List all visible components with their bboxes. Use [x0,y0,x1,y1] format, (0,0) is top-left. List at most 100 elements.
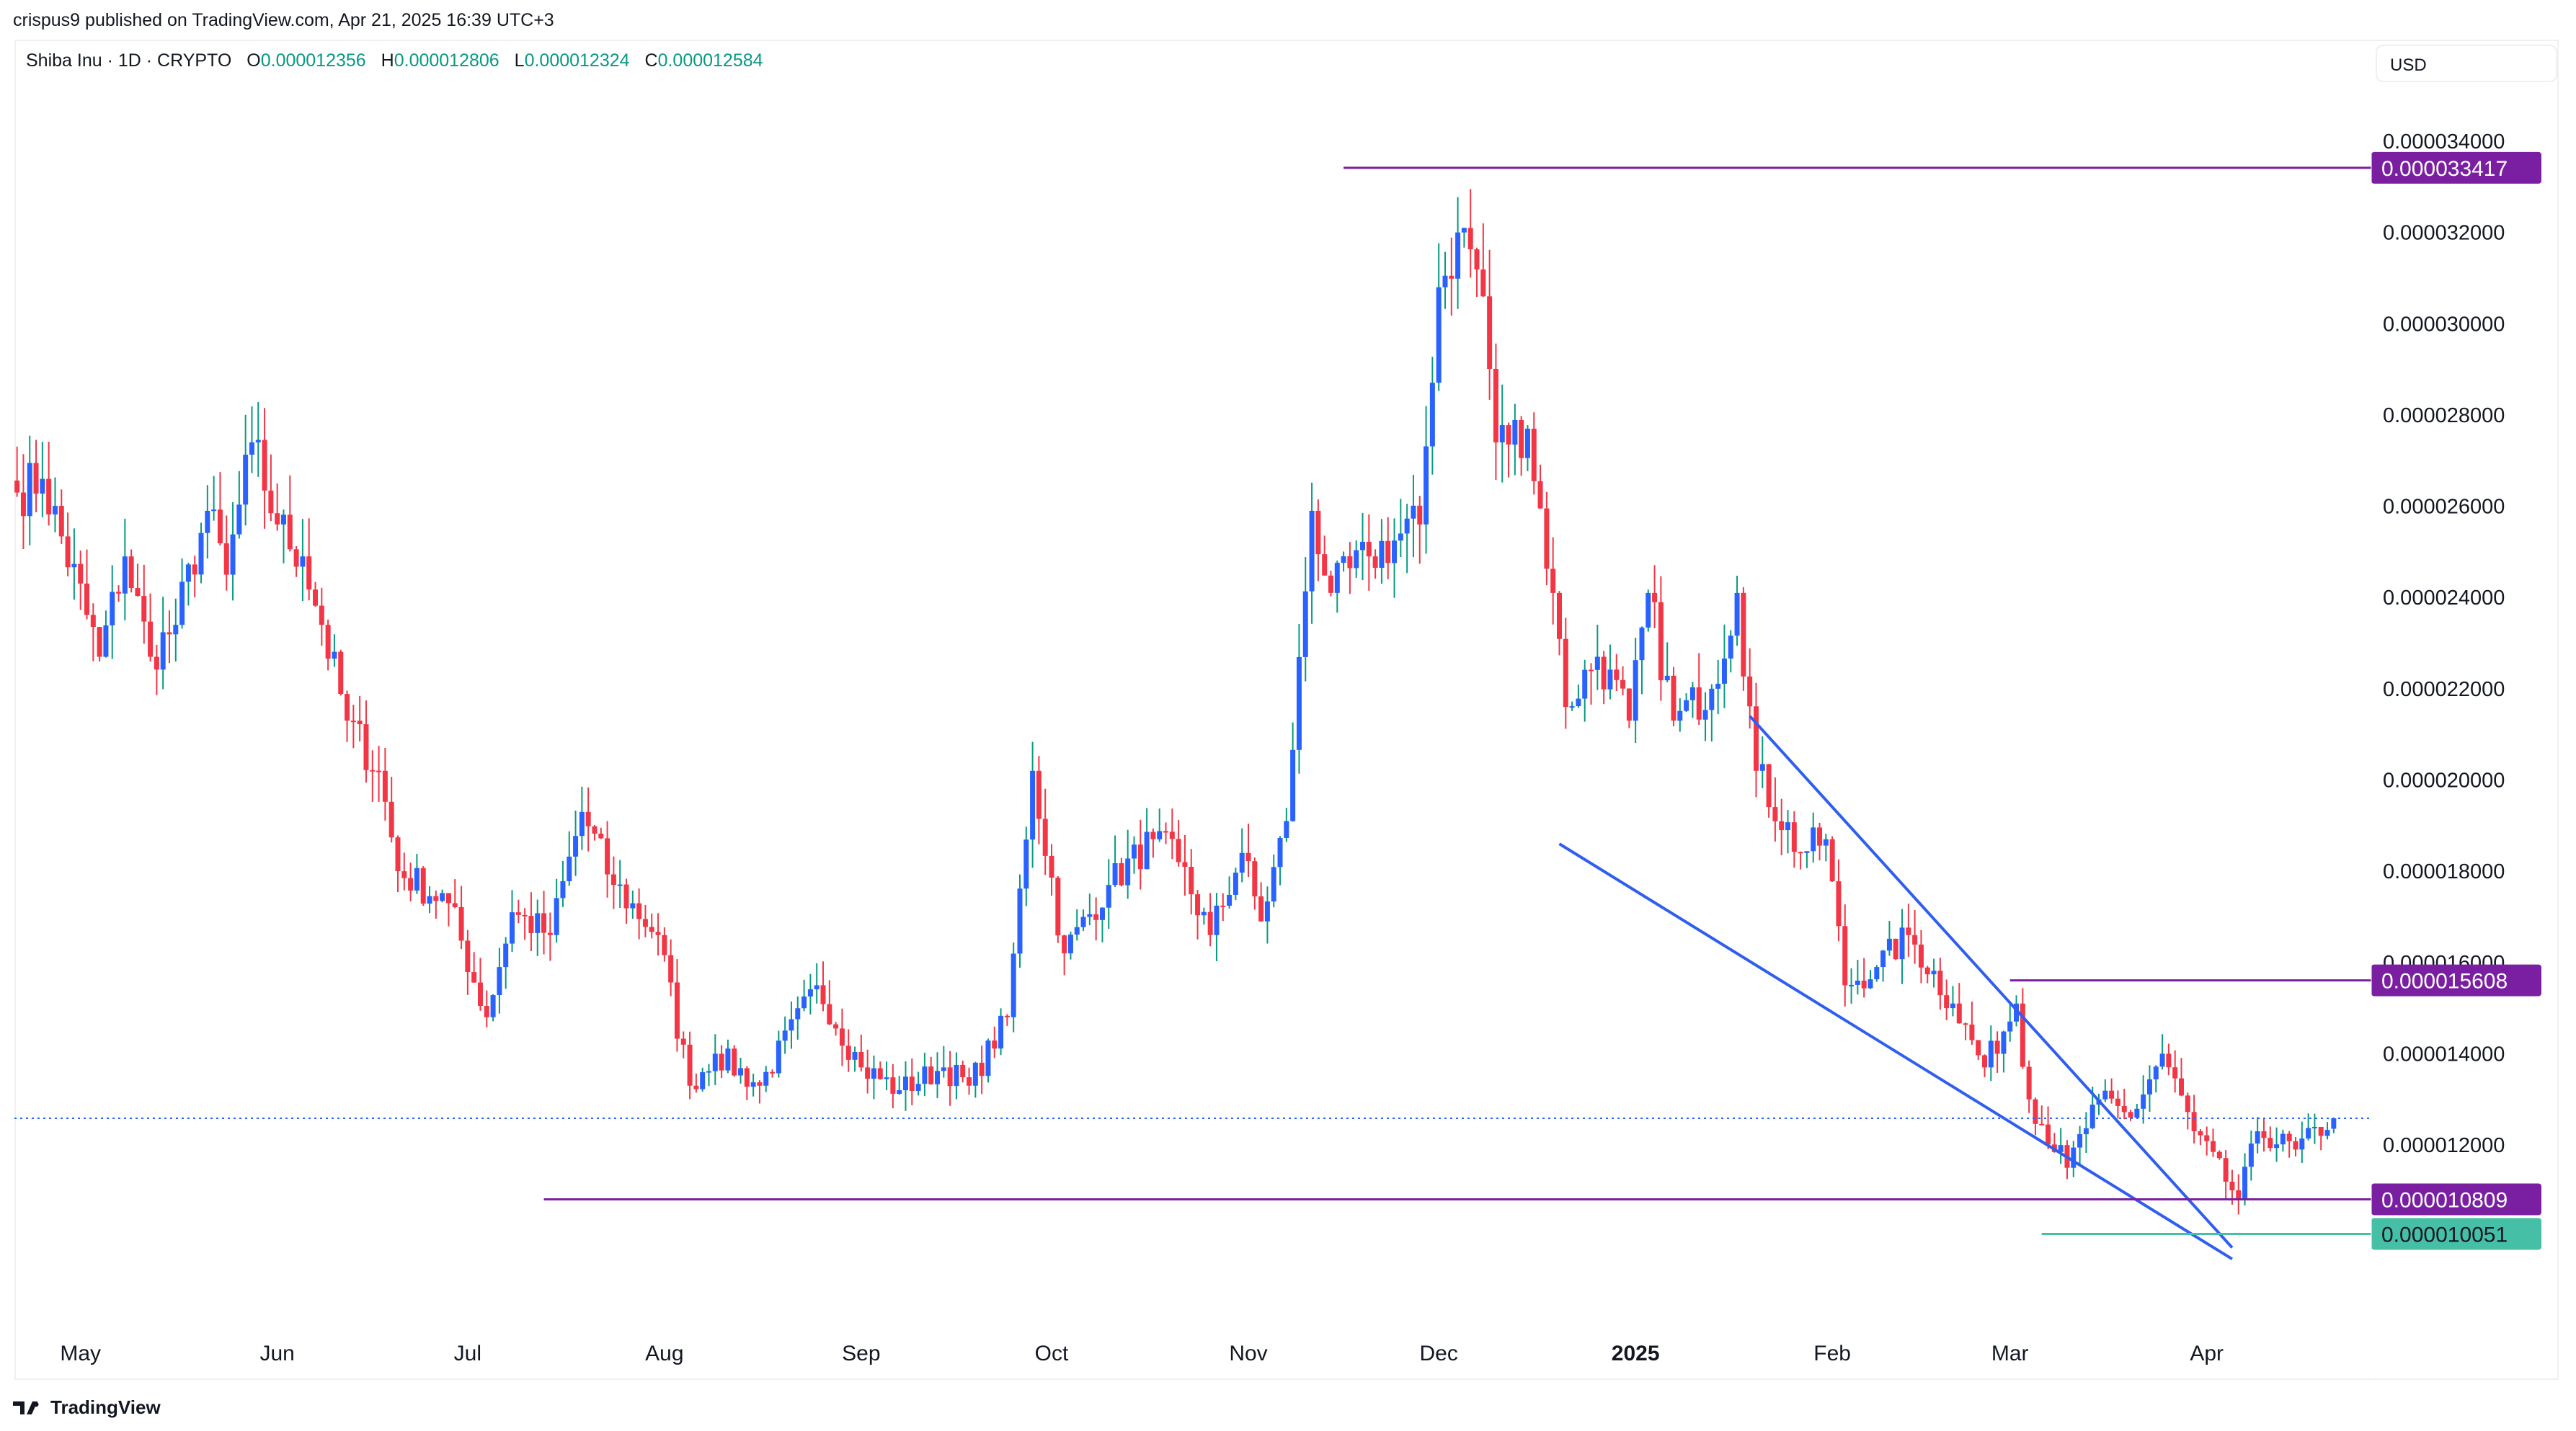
candle-body [148,621,154,657]
candle-body [1455,232,1461,279]
candle-body [738,1068,744,1076]
candle-body [332,651,337,659]
candle-body [1277,837,1283,868]
candle-body [865,1067,871,1079]
x-tick-label: 2025 [1612,1342,1660,1365]
candle-body [1239,852,1245,873]
candle-body [490,995,496,1017]
candle-body [1385,540,1391,563]
close-value: 0.000012584 [657,50,763,71]
candle-body [1753,706,1759,771]
tradingview-logo[interactable]: TradingView [13,1396,161,1419]
candle-body [1944,995,1950,1009]
candle-body [350,721,356,723]
candle-body [1379,540,1385,568]
price-level-badge [2371,151,2541,184]
open-key: O [247,50,261,71]
currency-button[interactable]: USD [2376,45,2557,82]
high-key: H [381,50,394,71]
candle-body [967,1077,972,1086]
candle-body [820,985,826,1004]
candle-body [1721,658,1727,684]
candle-body [2153,1066,2159,1079]
candle-body [1424,446,1429,525]
candle-body [1988,1040,1994,1068]
candle-body [719,1053,724,1071]
candle-body [1328,575,1333,593]
candle-body [928,1066,934,1084]
candle-body [845,1046,851,1060]
candle-body [1030,770,1036,840]
candle-body [1918,944,1924,968]
candle-body [1849,984,1855,986]
candle-body [1576,698,1581,707]
candle-body [1227,894,1233,906]
candle-body [1569,706,1575,708]
candle-body [1093,914,1099,920]
low-key: L [514,50,525,71]
candle-body [1874,967,1880,980]
candle-body [1214,905,1220,935]
candle-body [1290,749,1296,821]
candle-body [230,534,236,575]
candle-body [1677,710,1683,721]
candle-body [1633,660,1638,721]
candle-body [985,1040,991,1076]
candle-body [807,989,813,997]
candle-body [2128,1112,2133,1118]
candle-body [249,442,254,455]
candle-body [2014,1003,2020,1022]
candle-body [236,504,242,535]
candle-body [2046,1124,2051,1145]
candle-body [2071,1147,2077,1168]
candle-body [52,506,58,514]
candle-body [90,615,96,628]
candle-body [2115,1098,2120,1106]
candle-body [223,543,229,575]
candle-body [2089,1105,2095,1128]
candle-body [902,1076,908,1091]
candle-body [1855,980,1860,985]
x-tick-label: Jun [259,1342,294,1365]
price-level-badge [2371,1183,2541,1216]
candle-body [363,724,369,770]
candle-body [103,625,109,657]
candle-body [110,592,115,625]
candle-body [1791,822,1797,852]
candle-body [27,463,32,517]
candle-body [1506,425,1511,445]
x-tick-label: Dec [1420,1342,1458,1365]
candle-body [750,1082,756,1087]
open-value: 0.000012356 [260,50,366,71]
candle-body [1017,888,1023,954]
candle-body [1334,563,1340,593]
candle-body [732,1048,737,1076]
candle-body [2109,1090,2115,1099]
candle-body [1004,1015,1010,1017]
candle-body [338,651,344,695]
candle-body [1087,914,1093,917]
candle-body [954,1064,959,1087]
candle-body [287,514,293,550]
candle-body [1880,950,1886,968]
candle-body [306,556,312,590]
candle-body [1264,901,1270,922]
candle-body [141,596,147,622]
candle-body [414,868,419,891]
candle-body [1201,911,1207,916]
candle-body [789,1019,794,1031]
price-level-badge [2371,1218,2541,1250]
candle-body [262,440,267,491]
candle-body [2204,1135,2210,1141]
symbol-label[interactable]: Shiba Inu · 1D · CRYPTO [26,50,232,71]
candle-body [1899,927,1905,960]
candle-body [1074,927,1080,935]
candle-body [1233,873,1238,895]
candle-body [1779,821,1785,831]
candle-body [166,632,172,635]
candle-body [763,1071,769,1086]
candle-body [382,770,388,802]
candle-body [1861,980,1867,989]
candle-body [2191,1112,2197,1132]
